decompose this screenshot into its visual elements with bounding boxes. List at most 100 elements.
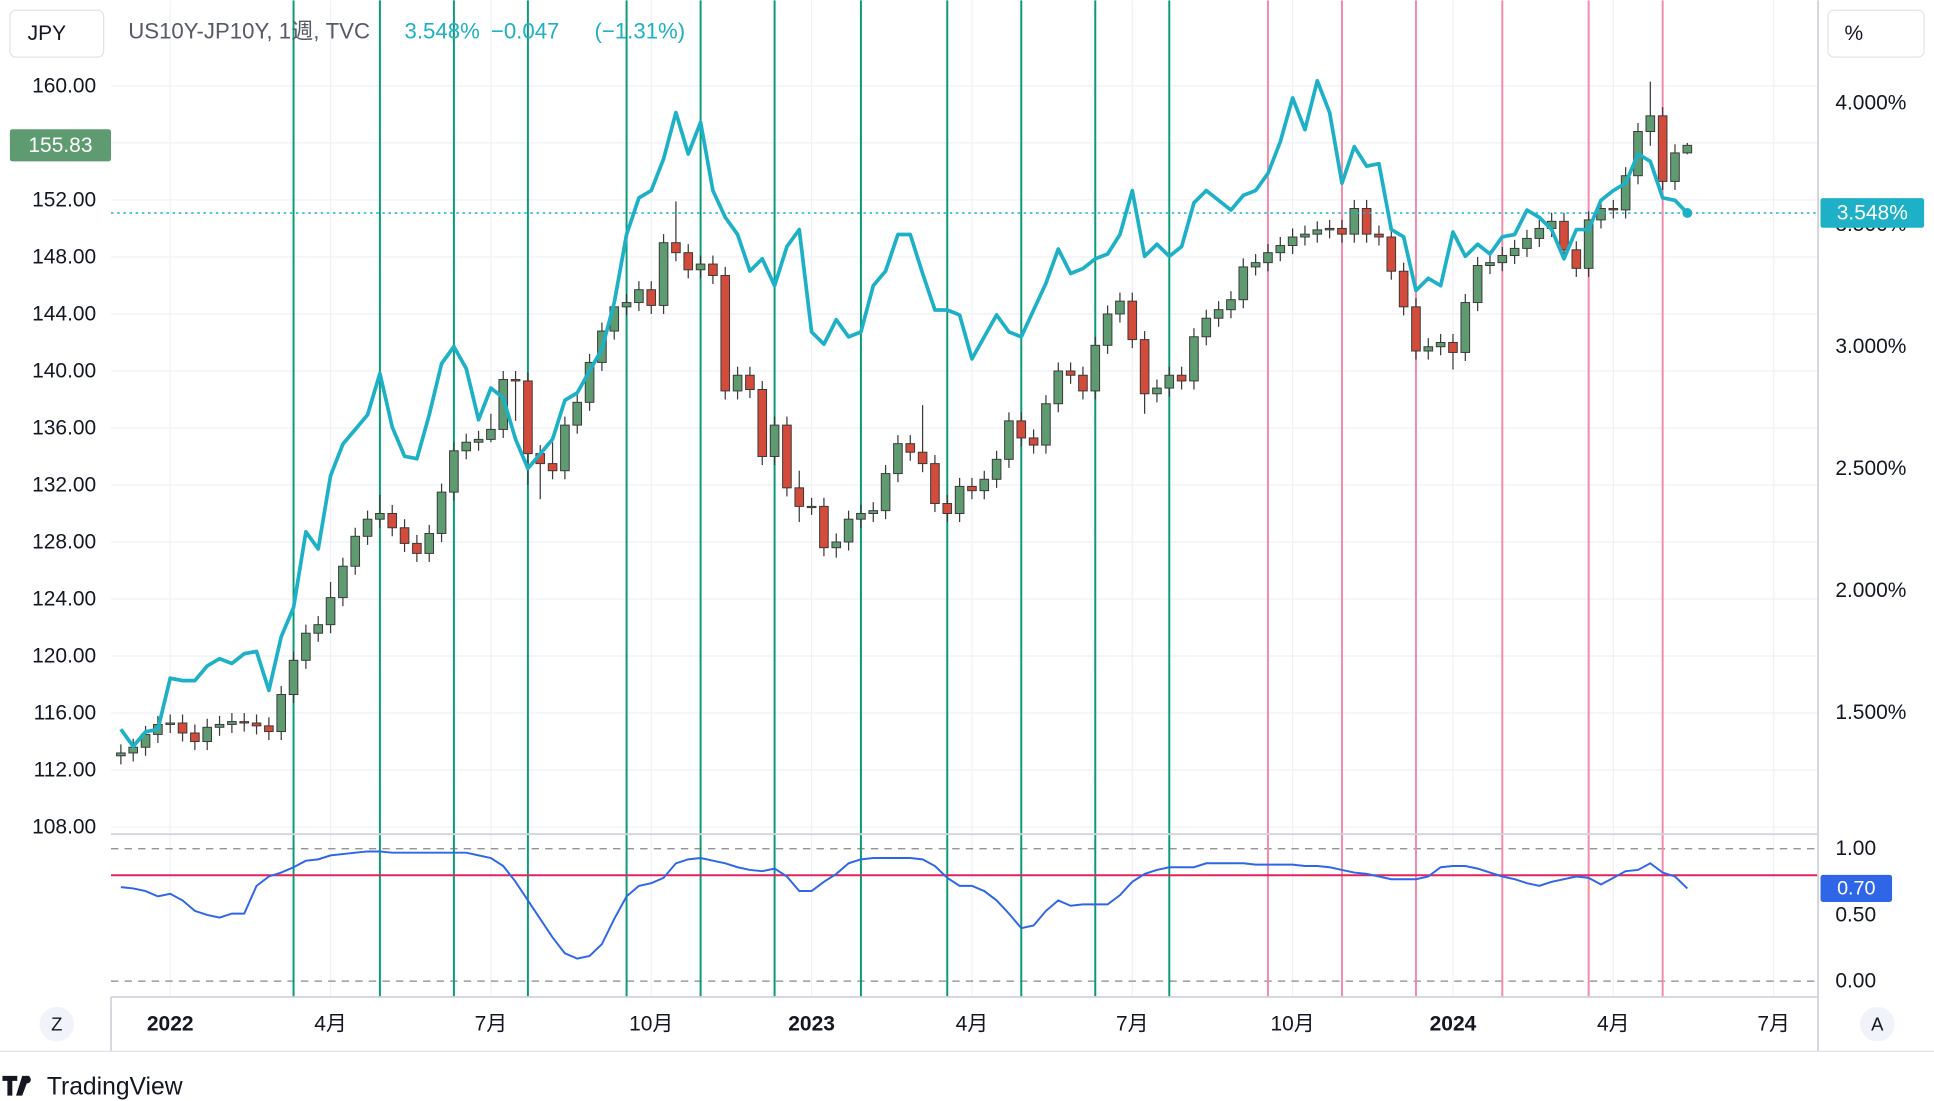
candle-body <box>264 725 274 733</box>
candle-body <box>375 513 385 520</box>
candle-body <box>1312 229 1323 235</box>
candle-body <box>1472 265 1483 304</box>
candle-body <box>695 263 706 271</box>
x-tick-label: 2022 <box>147 1013 194 1036</box>
candle-body <box>1435 341 1446 348</box>
y-tick-label: 112.00 <box>34 759 97 782</box>
candle-body <box>843 518 854 543</box>
candle-body <box>1620 175 1631 211</box>
candle-body <box>856 513 866 520</box>
left-unit-button[interactable] <box>9 9 105 58</box>
brand-logo <box>2 1075 30 1096</box>
candle-body <box>930 463 940 505</box>
candle-body <box>301 632 311 661</box>
correlation-pane <box>111 850 1819 960</box>
candle-body <box>942 503 953 514</box>
candle-body <box>769 424 780 457</box>
candle-body <box>1115 300 1125 315</box>
y-tick-label: 152.00 <box>32 188 96 211</box>
axes-layer: 2022 4月 7月 10月 2023 4月 7月 10月 2024 4月 7月 108.00 112.… <box>9 74 1925 1036</box>
candle-body <box>313 624 324 634</box>
auto-scale-button[interactable] <box>1859 1006 1895 1042</box>
candle-body <box>116 752 126 757</box>
candle-body <box>486 428 496 440</box>
y2-tick-label: 1.500% <box>1835 701 1906 724</box>
candle-body <box>880 473 891 512</box>
candle-body <box>1448 341 1458 353</box>
candle-body <box>683 252 694 271</box>
x-tick-label: 7月 <box>1757 1013 1790 1036</box>
candle-body <box>708 263 718 276</box>
candle-body <box>338 565 348 599</box>
y2-tick-label: 3.000% <box>1835 335 1906 358</box>
candle-body <box>819 505 829 549</box>
x-tick-label: 4月 <box>314 1013 347 1036</box>
candle-body <box>1065 370 1076 376</box>
grid-layer <box>111 0 1819 997</box>
y-tick-label: 124.00 <box>32 588 96 611</box>
candle-body <box>1460 302 1471 353</box>
candle-body <box>1337 227 1347 235</box>
candle-body <box>560 424 570 472</box>
y2-tick-label: 4.000% <box>1835 91 1906 114</box>
candle-body <box>387 513 398 529</box>
candle-body <box>1164 374 1175 389</box>
timezone-button[interactable] <box>39 1006 75 1042</box>
y2-tick-label: 1.00 <box>1835 837 1876 860</box>
brand: TradingView <box>47 1074 183 1101</box>
candle-body <box>523 380 533 455</box>
y-tick-label: 140.00 <box>32 359 96 382</box>
candle-body <box>1263 252 1273 264</box>
candle-body <box>424 532 435 554</box>
candle-body <box>1571 249 1582 269</box>
candle-body <box>1349 207 1360 235</box>
candle-body <box>473 438 484 443</box>
candle-body <box>1386 236 1397 272</box>
candle-body <box>1102 313 1113 346</box>
candle-body <box>1250 262 1261 268</box>
candle-body <box>1670 152 1680 182</box>
candle-body <box>1522 237 1532 249</box>
symbol-title: US10Y-JP10Y, 1週, TVC <box>128 19 370 44</box>
candle-body <box>510 379 521 382</box>
candle-body <box>954 485 965 514</box>
candle-body <box>1213 309 1224 319</box>
change-percent: (−1.31%) <box>595 19 686 44</box>
last-value-dot <box>1682 208 1693 218</box>
x-tick-label: 10月 <box>1270 1013 1314 1036</box>
candle-body <box>165 722 176 725</box>
candle-body <box>658 242 669 306</box>
x-tick-label: 4月 <box>1597 1013 1630 1036</box>
candle-body <box>905 443 916 453</box>
candle-body <box>621 302 632 308</box>
right-unit-button[interactable] <box>1827 9 1925 58</box>
candle-body <box>449 450 459 493</box>
candle-body <box>251 722 262 727</box>
candle-body <box>732 374 743 392</box>
last-value-label: 3.548% <box>1837 201 1908 224</box>
y-tick-label: 132.00 <box>32 473 96 496</box>
candle-body <box>1090 344 1101 392</box>
candle-body <box>177 722 188 734</box>
y-tick-label: 148.00 <box>32 245 96 268</box>
candle-body <box>1374 233 1384 238</box>
candle-body <box>1559 220 1569 251</box>
candle-body <box>1398 270 1409 308</box>
candle-body <box>436 491 447 534</box>
candle-body <box>1361 207 1372 235</box>
candle-body <box>720 274 731 392</box>
candle-body <box>1176 374 1187 382</box>
candle-body <box>214 723 225 728</box>
candle-body <box>276 694 287 733</box>
candle-body <box>868 510 879 514</box>
last-value: 3.548% <box>405 19 480 44</box>
y-tick-label: 128.00 <box>32 531 96 554</box>
auto-scale-label: A <box>1871 1014 1884 1035</box>
candle-body <box>1657 115 1668 182</box>
candle-body <box>991 458 1002 480</box>
candle-body <box>325 597 336 626</box>
candle-body <box>412 542 422 554</box>
y-tick-label: 108.00 <box>32 816 96 839</box>
candle-body <box>806 505 817 509</box>
